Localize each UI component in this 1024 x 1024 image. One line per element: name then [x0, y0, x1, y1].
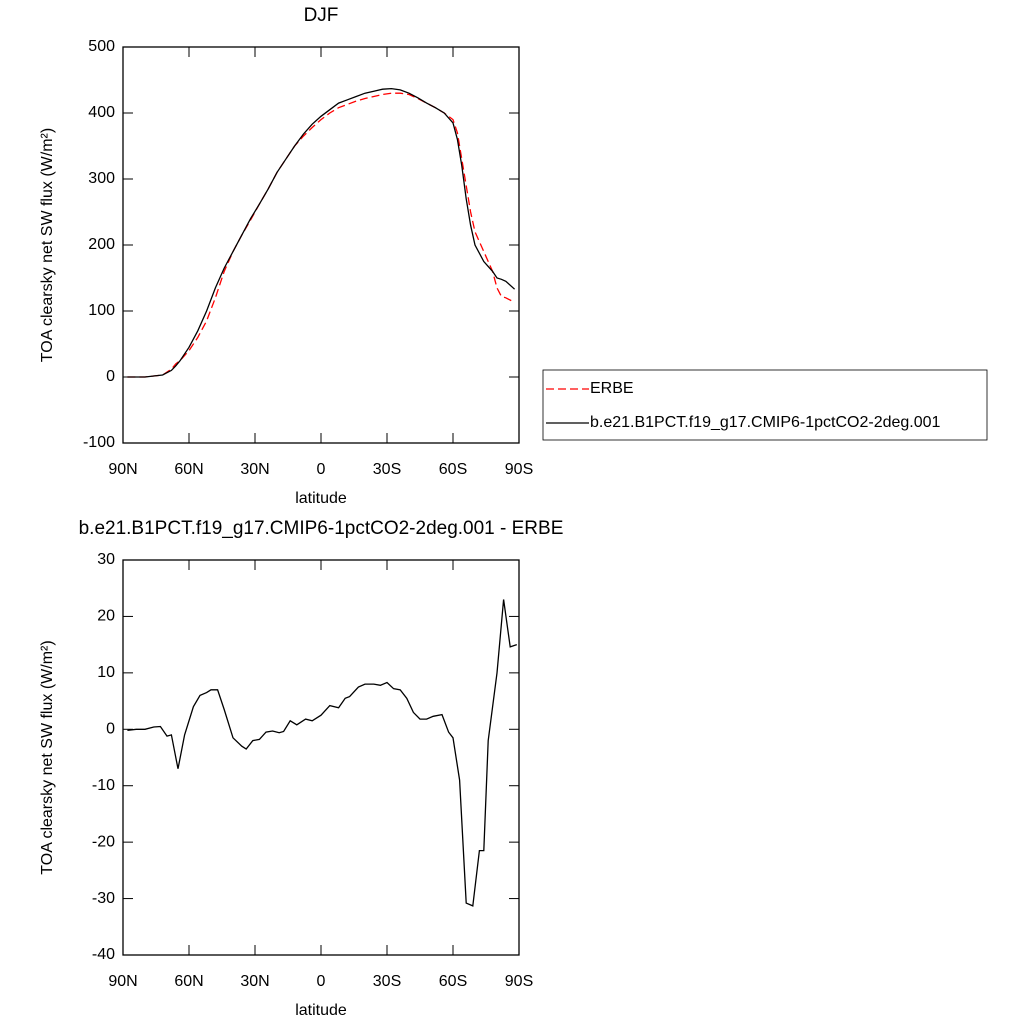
x-tick-label: 60N: [174, 461, 203, 478]
legend-label: b.e21.B1PCT.f19_g17.CMIP6-1pctCO2-2deg.0…: [590, 414, 941, 431]
y-tick-label: 500: [88, 38, 115, 55]
legend-box: [542, 369, 988, 441]
x-axis-label: latitude: [295, 1002, 347, 1019]
y-tick-label: 20: [97, 608, 115, 625]
y-tick-label: -30: [92, 890, 115, 907]
x-tick-label: 30S: [373, 461, 401, 478]
x-tick-label: 60S: [439, 461, 467, 478]
plot-frame: [122, 46, 520, 444]
y-tick-label: -20: [92, 833, 115, 850]
x-tick-label: 60N: [174, 973, 203, 990]
x-tick-label: 30N: [240, 973, 269, 990]
y-tick-label: 0: [106, 368, 115, 385]
data-line: [127, 87, 516, 378]
y-tick-label: 10: [97, 664, 115, 681]
y-axis-label: TOA clearsky net SW flux (W/m²): [39, 640, 56, 874]
legend-label: ERBE: [590, 380, 634, 397]
y-tick-label: 200: [88, 236, 115, 253]
data-line: [127, 92, 515, 378]
y-tick-label: 100: [88, 302, 115, 319]
x-tick-label: 90N: [108, 461, 137, 478]
y-tick-label: 300: [88, 170, 115, 187]
x-axis-label: latitude: [295, 490, 347, 507]
x-tick-label: 90S: [505, 461, 533, 478]
y-tick-label: 30: [97, 551, 115, 568]
x-tick-label: 90N: [108, 973, 137, 990]
x-tick-label: 0: [317, 461, 326, 478]
x-tick-label: 30N: [240, 461, 269, 478]
y-tick-label: 400: [88, 104, 115, 121]
chart-title: b.e21.B1PCT.f19_g17.CMIP6-1pctCO2-2deg.0…: [79, 518, 564, 539]
x-tick-label: 90S: [505, 973, 533, 990]
x-tick-label: 0: [317, 973, 326, 990]
data-line: [127, 599, 518, 907]
y-tick-label: 0: [106, 721, 115, 738]
y-tick-label: -100: [83, 434, 115, 451]
y-tick-label: -40: [92, 946, 115, 963]
y-axis-label: TOA clearsky net SW flux (W/m²): [39, 128, 56, 362]
y-tick-label: -10: [92, 777, 115, 794]
plot-frame: [122, 559, 520, 956]
x-tick-label: 60S: [439, 973, 467, 990]
chart-title: DJF: [304, 5, 339, 26]
x-tick-label: 30S: [373, 973, 401, 990]
